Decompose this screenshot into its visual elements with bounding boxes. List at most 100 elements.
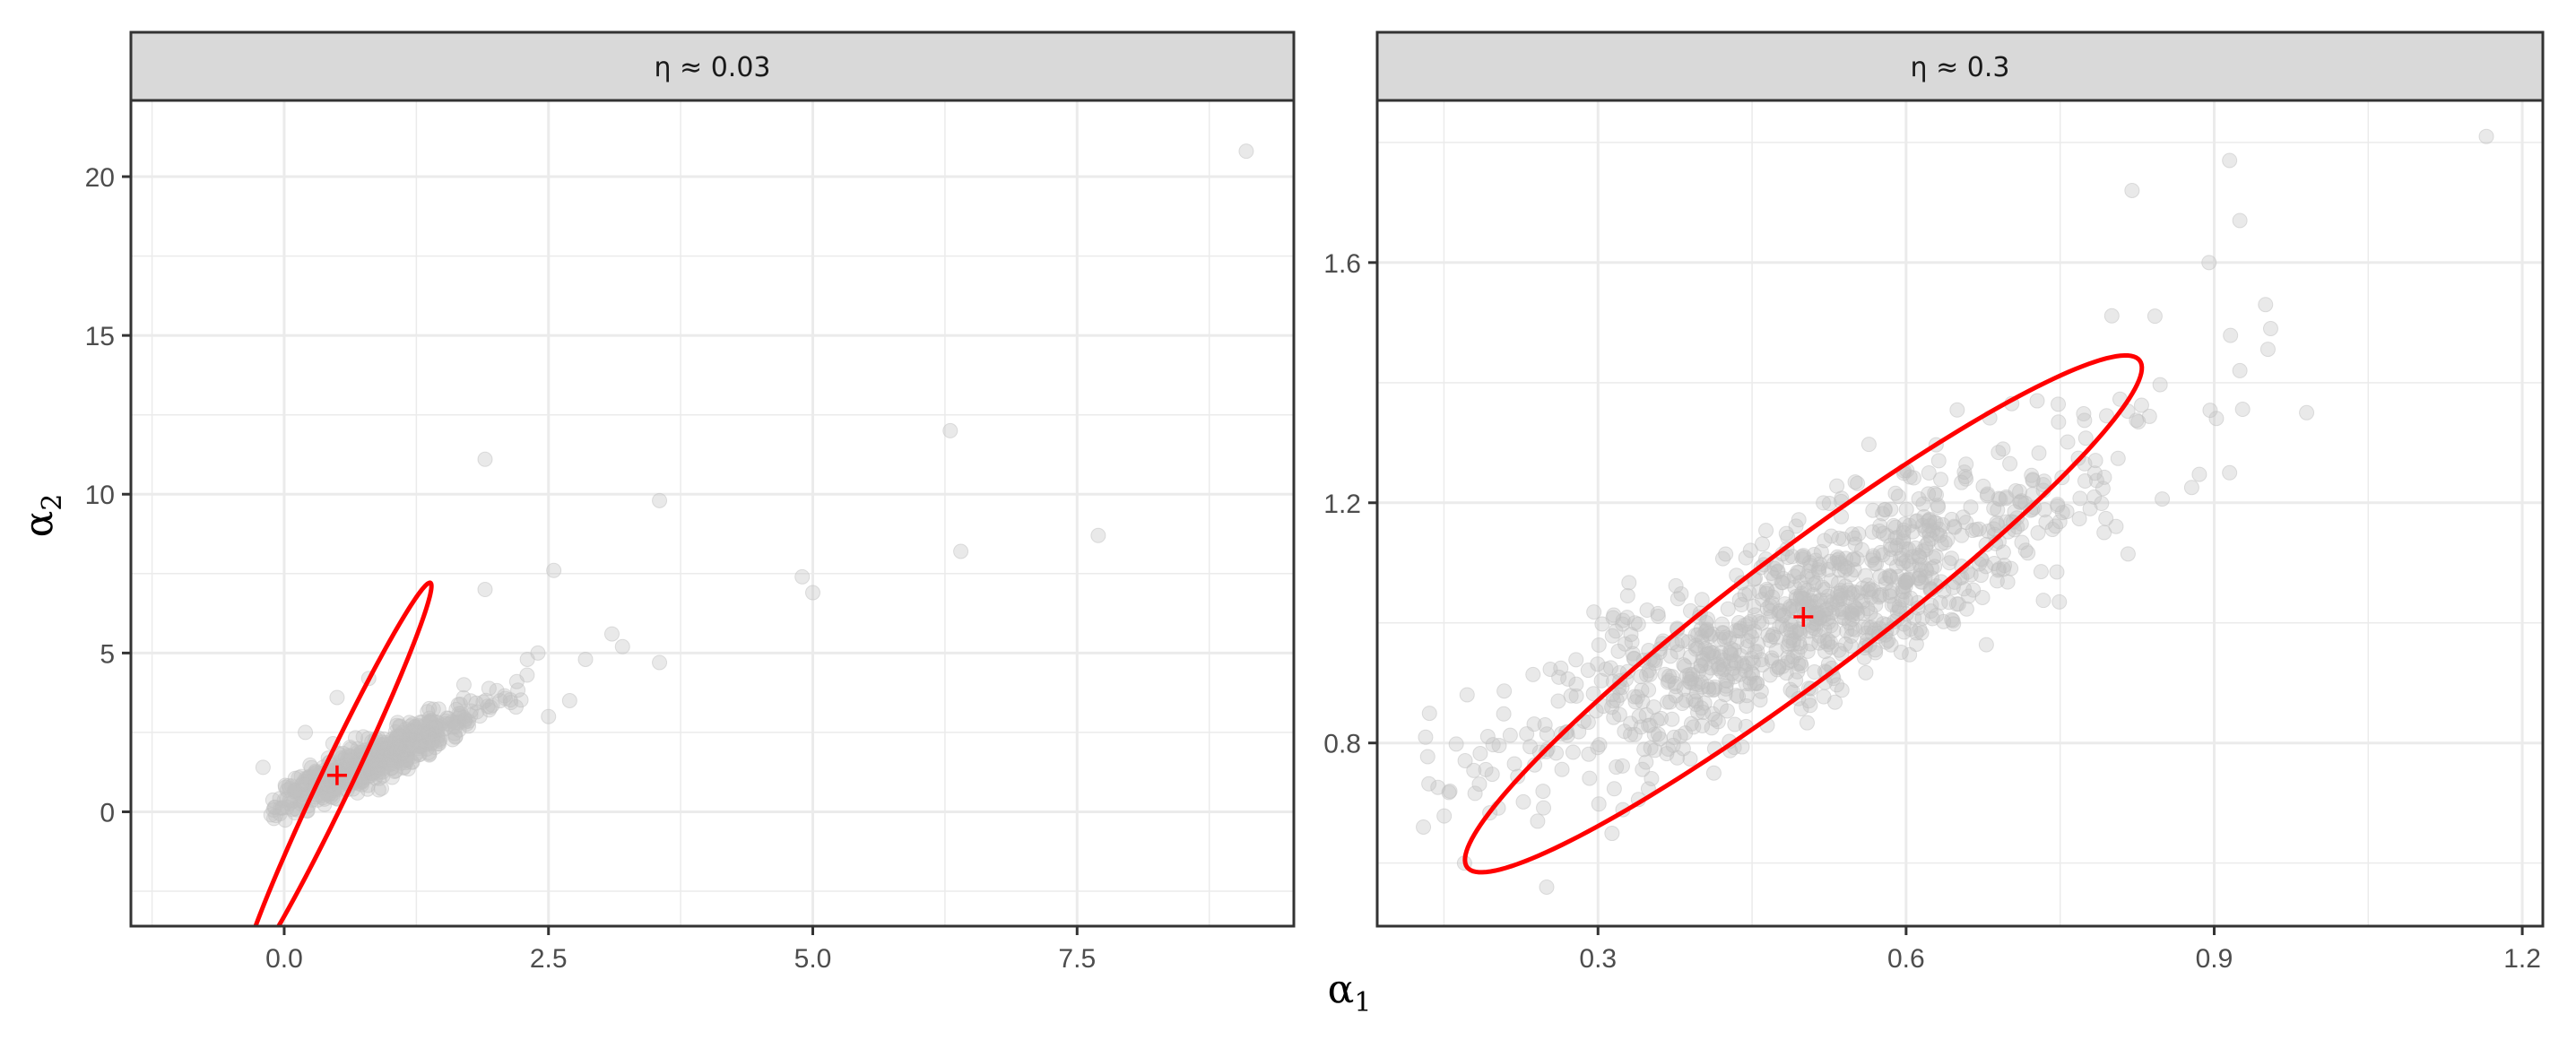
data-point <box>1877 502 1893 518</box>
data-point <box>1831 601 1847 617</box>
data-point <box>2096 469 2112 485</box>
data-point <box>1933 472 1949 488</box>
data-point <box>1946 518 1962 534</box>
center-marker <box>1793 607 1814 628</box>
data-point <box>1649 712 1665 728</box>
x-tick-label: 0.3 <box>1579 944 1617 974</box>
data-point <box>1742 613 1758 629</box>
data-point <box>1763 565 1779 581</box>
data-point <box>1817 533 1833 549</box>
data-point <box>1749 675 1765 691</box>
data-point <box>2147 308 2163 325</box>
data-point <box>2110 450 2126 466</box>
data-point <box>2120 546 2136 562</box>
data-point <box>1898 501 1914 517</box>
data-point <box>1883 550 1899 566</box>
data-point <box>1551 669 1567 685</box>
data-point <box>2258 297 2274 313</box>
data-point <box>1783 629 1800 646</box>
data-point <box>1788 672 1804 689</box>
data-point <box>1923 597 1939 613</box>
data-point <box>2050 497 2066 513</box>
data-point <box>1730 615 1747 631</box>
data-point <box>1884 597 1900 613</box>
data-point <box>1506 756 1522 772</box>
data-point <box>1758 523 1774 539</box>
data-point <box>1744 650 1760 666</box>
data-point <box>1778 525 1794 542</box>
y-axis-title: α2 <box>16 494 68 538</box>
data-point <box>1740 633 1756 649</box>
data-point <box>1768 642 1784 658</box>
data-point <box>1441 784 1457 801</box>
x-tick-label: 0.0 <box>265 944 303 974</box>
data-point <box>2077 412 2093 429</box>
data-point <box>2262 321 2278 337</box>
data-point <box>577 651 594 667</box>
x-tick-label: 0.6 <box>1887 944 1925 974</box>
data-point <box>1614 758 1630 774</box>
data-point <box>447 719 464 735</box>
data-point <box>1459 687 1475 703</box>
data-point <box>2060 434 2076 450</box>
data-point <box>2025 472 2041 489</box>
data-point <box>1580 715 1596 731</box>
data-point <box>1623 715 1639 732</box>
data-point <box>1820 656 1836 672</box>
data-point <box>379 740 395 756</box>
data-point <box>1522 739 1539 755</box>
center-marker <box>326 765 347 785</box>
data-point <box>1762 609 1778 625</box>
data-point <box>1633 669 1649 685</box>
data-point <box>2130 413 2147 429</box>
data-point <box>1890 489 1906 505</box>
data-point <box>2222 464 2238 481</box>
data-point <box>2086 465 2103 481</box>
data-point <box>1448 736 1464 752</box>
data-point <box>1793 585 1809 602</box>
data-point <box>1986 500 2002 516</box>
data-point <box>2026 499 2043 516</box>
data-point <box>1700 626 1716 642</box>
data-point <box>1568 688 1584 704</box>
data-point <box>1731 592 1748 608</box>
data-point <box>2234 402 2251 418</box>
data-point <box>1638 754 1654 770</box>
data-point <box>1539 879 1555 895</box>
data-point <box>350 741 366 757</box>
data-point <box>794 568 811 585</box>
data-point <box>1963 499 1979 516</box>
data-point <box>1950 596 1966 612</box>
data-point <box>652 492 668 508</box>
data-point <box>1830 575 1846 591</box>
data-point <box>1738 550 1754 566</box>
data-point <box>2051 594 2068 610</box>
data-point <box>1900 571 1916 587</box>
data-point <box>1806 547 1822 563</box>
data-point <box>1686 719 1702 735</box>
data-point <box>282 781 298 797</box>
data-point <box>2099 408 2115 424</box>
data-point <box>1835 531 1852 547</box>
data-point <box>1619 588 1635 604</box>
data-point <box>1768 557 1784 573</box>
data-point <box>370 782 386 798</box>
data-point <box>392 719 408 735</box>
data-point <box>953 543 969 559</box>
data-point <box>1485 737 1501 753</box>
data-point <box>2124 182 2140 198</box>
data-point <box>1760 627 1776 643</box>
data-point <box>614 638 630 654</box>
data-point <box>1785 649 1801 665</box>
facet-strip <box>129 30 1296 102</box>
data-point <box>1615 616 1631 632</box>
data-point <box>455 677 472 693</box>
data-point <box>1687 627 1704 643</box>
data-point <box>513 692 529 708</box>
data-point <box>1639 602 1655 619</box>
data-point <box>2232 362 2248 378</box>
data-point <box>1682 602 1698 619</box>
data-point <box>1535 784 1551 800</box>
grid <box>1377 100 2543 926</box>
